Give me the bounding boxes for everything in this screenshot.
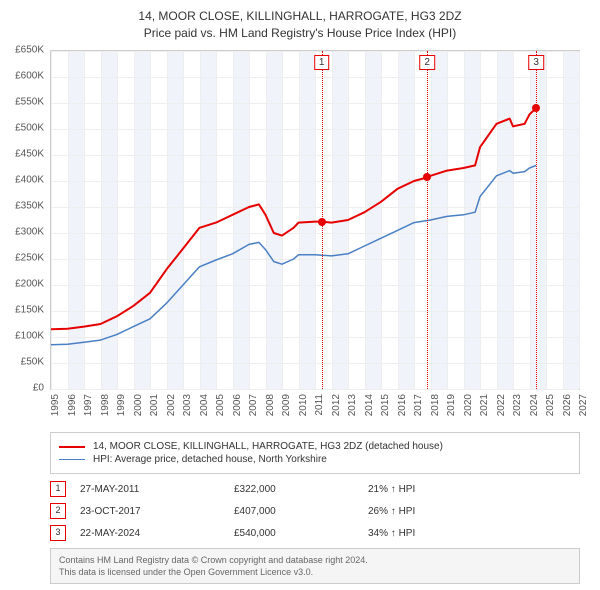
sale-date: 23-OCT-2017 <box>80 505 220 518</box>
x-tick-label: 2015 <box>380 394 391 416</box>
y-tick-label: £550K <box>15 97 44 108</box>
y-tick-label: £250K <box>15 253 44 264</box>
y-tick-label: £100K <box>15 331 44 342</box>
sale-marker <box>318 218 326 226</box>
legend-row: HPI: Average price, detached house, Nort… <box>59 454 571 465</box>
sale-badge: 2 <box>50 503 66 519</box>
chart-container: 14, MOOR CLOSE, KILLINGHALL, HARROGATE, … <box>0 0 600 590</box>
legend-row: 14, MOOR CLOSE, KILLINGHALL, HARROGATE, … <box>59 441 571 452</box>
sale-label: 1 <box>314 55 330 70</box>
x-tick-label: 2027 <box>578 394 589 416</box>
legend-swatch <box>59 446 85 448</box>
x-tick-label: 2000 <box>133 394 144 416</box>
x-tick-label: 2021 <box>479 394 490 416</box>
title-line1: 14, MOOR CLOSE, KILLINGHALL, HARROGATE, … <box>0 8 600 25</box>
sale-pct: 21% ↑ HPI <box>368 483 580 496</box>
sale-row: 2 23-OCT-2017 £407,000 26% ↑ HPI <box>50 500 580 522</box>
x-tick-label: 2003 <box>182 394 193 416</box>
x-tick-label: 2016 <box>397 394 408 416</box>
x-tick-label: 1997 <box>83 394 94 416</box>
sale-date: 27-MAY-2011 <box>80 483 220 496</box>
y-tick-label: £500K <box>15 123 44 134</box>
sale-row: 1 27-MAY-2011 £322,000 21% ↑ HPI <box>50 478 580 500</box>
x-tick-label: 2025 <box>545 394 556 416</box>
x-tick-label: 2013 <box>347 394 358 416</box>
x-tick-label: 2018 <box>430 394 441 416</box>
sale-vline <box>536 51 537 389</box>
y-tick-label: £200K <box>15 279 44 290</box>
series-hpi <box>51 165 536 344</box>
y-axis: £0£50K£100K£150K£200K£250K£300K£350K£400… <box>0 50 48 390</box>
x-tick-label: 2023 <box>512 394 523 416</box>
legend-swatch <box>59 459 85 460</box>
x-tick-label: 2024 <box>529 394 540 416</box>
sales-table: 1 27-MAY-2011 £322,000 21% ↑ HPI 2 23-OCT-201… <box>50 478 580 544</box>
x-tick-label: 2011 <box>314 394 325 416</box>
x-tick-label: 2017 <box>413 394 424 416</box>
x-tick-label: 1996 <box>67 394 78 416</box>
y-tick-label: £150K <box>15 305 44 316</box>
series-price_paid <box>51 108 536 329</box>
x-tick-label: 1998 <box>100 394 111 416</box>
x-axis: 1995 1996 1997 1998 1999 2000 2001 2002 2003 2004… <box>50 392 580 432</box>
sale-label: 2 <box>419 55 435 70</box>
sale-label: 3 <box>528 55 544 70</box>
chart-title: 14, MOOR CLOSE, KILLINGHALL, HARROGATE, … <box>0 0 600 42</box>
legend-label: 14, MOOR CLOSE, KILLINGHALL, HARROGATE, … <box>93 441 443 452</box>
y-tick-label: £650K <box>15 45 44 56</box>
x-tick-label: 2009 <box>281 394 292 416</box>
sale-marker <box>532 104 540 112</box>
gridline-v <box>579 51 580 389</box>
footer-line2: This data is licensed under the Open Gov… <box>59 566 571 578</box>
sale-vline <box>427 51 428 389</box>
line-layer <box>51 51 579 389</box>
y-tick-label: £0 <box>33 383 44 394</box>
y-tick-label: £450K <box>15 149 44 160</box>
legend-label: HPI: Average price, detached house, Nort… <box>93 454 327 465</box>
sale-row: 3 22-MAY-2024 £540,000 34% ↑ HPI <box>50 522 580 544</box>
sale-price: £407,000 <box>234 505 354 518</box>
x-tick-label: 2004 <box>199 394 210 416</box>
x-tick-label: 2026 <box>562 394 573 416</box>
gridline-h <box>51 389 579 390</box>
x-tick-label: 2007 <box>248 394 259 416</box>
sale-price: £322,000 <box>234 483 354 496</box>
x-tick-label: 2020 <box>463 394 474 416</box>
footer-note: Contains HM Land Registry data © Crown c… <box>50 548 580 584</box>
sale-pct: 34% ↑ HPI <box>368 527 580 540</box>
x-tick-label: 2005 <box>215 394 226 416</box>
x-tick-label: 2010 <box>298 394 309 416</box>
x-tick-label: 2022 <box>496 394 507 416</box>
y-tick-label: £400K <box>15 175 44 186</box>
sale-badge: 3 <box>50 525 66 541</box>
x-tick-label: 2008 <box>265 394 276 416</box>
legend: 14, MOOR CLOSE, KILLINGHALL, HARROGATE, … <box>50 432 580 474</box>
x-tick-label: 2002 <box>166 394 177 416</box>
sale-date: 22-MAY-2024 <box>80 527 220 540</box>
x-tick-label: 1999 <box>116 394 127 416</box>
y-tick-label: £300K <box>15 227 44 238</box>
x-tick-label: 2014 <box>364 394 375 416</box>
x-tick-label: 2006 <box>232 394 243 416</box>
plot-area: 1 2 3 <box>50 50 580 390</box>
x-tick-label: 2019 <box>446 394 457 416</box>
y-tick-label: £350K <box>15 201 44 212</box>
footer-line1: Contains HM Land Registry data © Crown c… <box>59 554 571 566</box>
title-line2: Price paid vs. HM Land Registry's House … <box>0 25 600 42</box>
x-tick-label: 2012 <box>331 394 342 416</box>
sale-pct: 26% ↑ HPI <box>368 505 580 518</box>
y-tick-label: £600K <box>15 71 44 82</box>
sale-marker <box>423 173 431 181</box>
x-tick-label: 2001 <box>149 394 160 416</box>
y-tick-label: £50K <box>21 357 44 368</box>
sale-badge: 1 <box>50 481 66 497</box>
sale-price: £540,000 <box>234 527 354 540</box>
x-tick-label: 1995 <box>50 394 61 416</box>
